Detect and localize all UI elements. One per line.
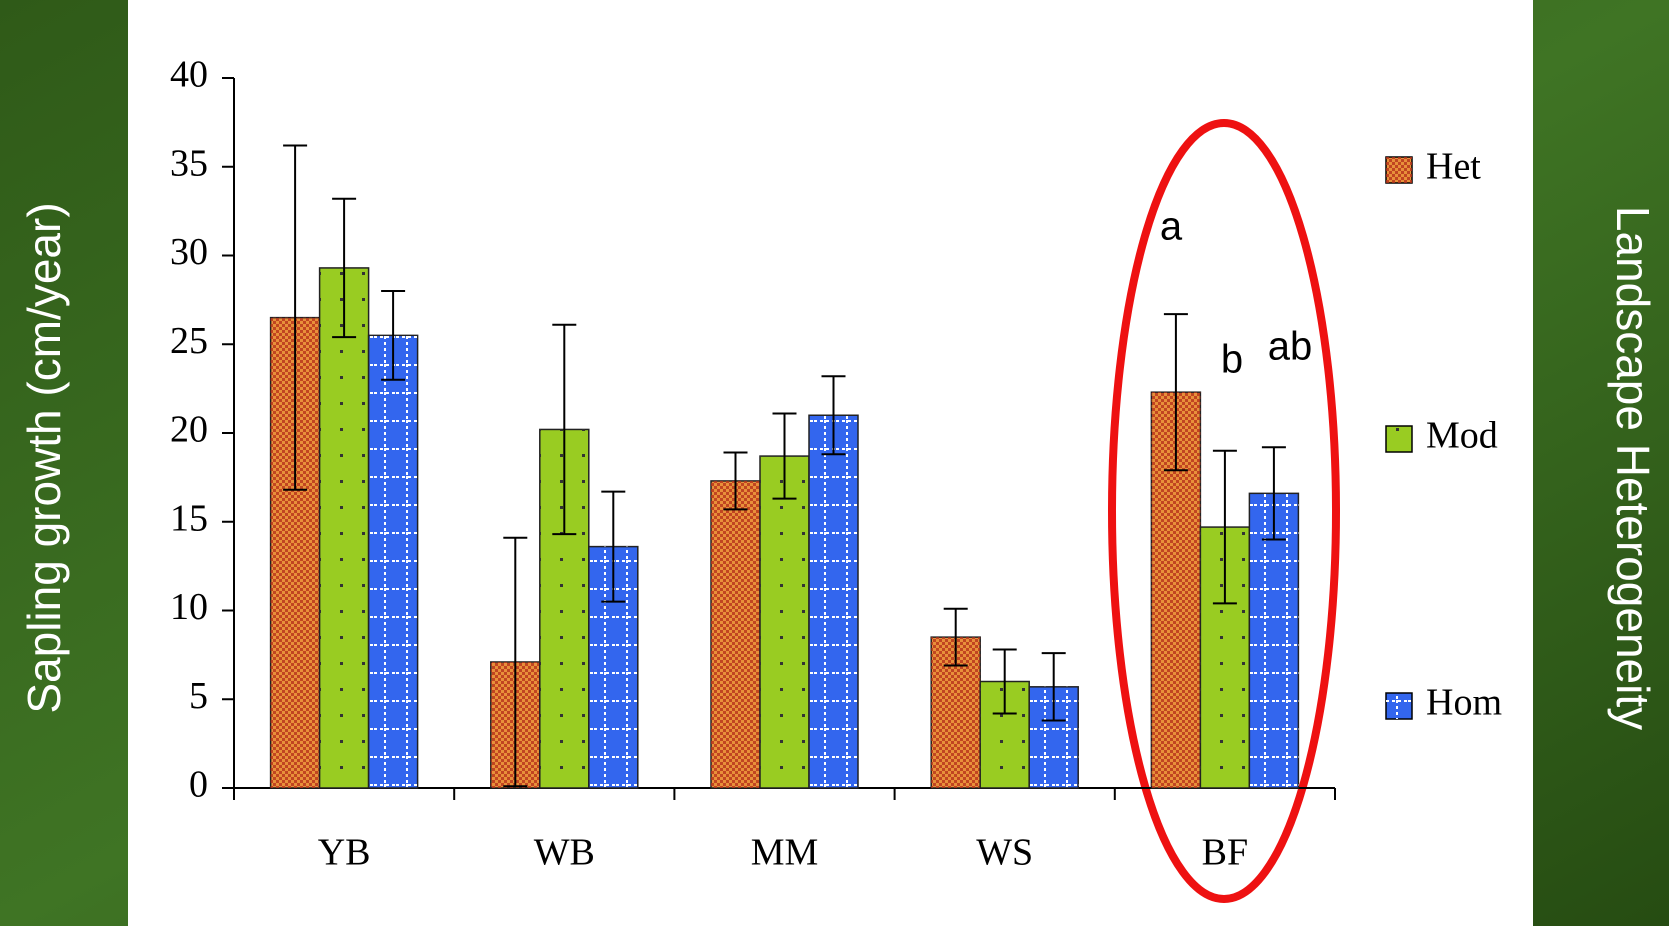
x-tick-label: WS — [976, 832, 1033, 874]
annotation: a — [1160, 205, 1183, 249]
y-tick-label: 10 — [170, 586, 208, 628]
x-tick-label: YB — [318, 832, 371, 874]
legend-label: Hom — [1426, 682, 1502, 724]
y-tick-label: 0 — [189, 764, 208, 806]
x-tick-label: WB — [534, 832, 595, 874]
y-tick-label: 25 — [170, 320, 208, 362]
bar-texture — [760, 456, 809, 788]
legend-swatch-texture — [1386, 426, 1412, 452]
bar-texture — [711, 481, 760, 788]
y-tick-label: 15 — [170, 497, 208, 539]
y-tick-label: 40 — [170, 54, 208, 96]
annotation: b — [1221, 338, 1243, 382]
y-tick-label: 30 — [170, 231, 208, 273]
legend-label: Het — [1426, 146, 1481, 188]
annotation: ab — [1268, 325, 1313, 369]
legend-swatch-texture — [1386, 157, 1412, 183]
legend-label: Mod — [1426, 415, 1498, 457]
page: Sapling growth (cm/year) Landscape Heter… — [0, 0, 1669, 926]
y-tick-label: 35 — [170, 142, 208, 184]
x-tick-label: MM — [751, 832, 819, 874]
y-tick-label: 5 — [189, 675, 208, 717]
legend-swatch-texture — [1386, 693, 1412, 719]
chart: Sapling growth (cm/year) Landscape Heter… — [0, 0, 1669, 926]
y-axis-label: Sapling growth (cm/year) — [18, 202, 70, 713]
bar-texture — [369, 335, 418, 788]
legend-title: Landscape Heterogeneity — [1607, 206, 1659, 730]
bar-texture — [809, 415, 858, 788]
y-tick-label: 20 — [170, 409, 208, 451]
x-tick-label: BF — [1202, 832, 1248, 874]
bar-texture — [320, 268, 369, 788]
